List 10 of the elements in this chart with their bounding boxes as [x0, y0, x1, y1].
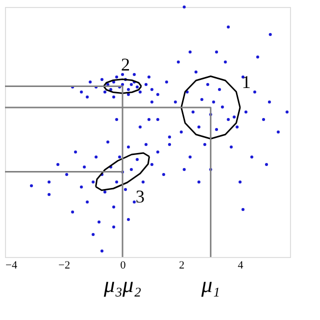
annotation: 2 [121, 54, 130, 74]
x-tick-label: 4 [238, 260, 244, 272]
x-tick-label: 2 [179, 260, 185, 272]
x-tick-label: 0 [120, 260, 126, 272]
annotation: μ₃μ₂ [102, 272, 142, 297]
x-tick-label: −2 [58, 260, 70, 272]
annotation: 1 [242, 72, 251, 92]
annotation: 3 [136, 186, 145, 206]
annotation: μ₁ [200, 272, 220, 297]
x-tick-label: −4 [6, 260, 18, 272]
